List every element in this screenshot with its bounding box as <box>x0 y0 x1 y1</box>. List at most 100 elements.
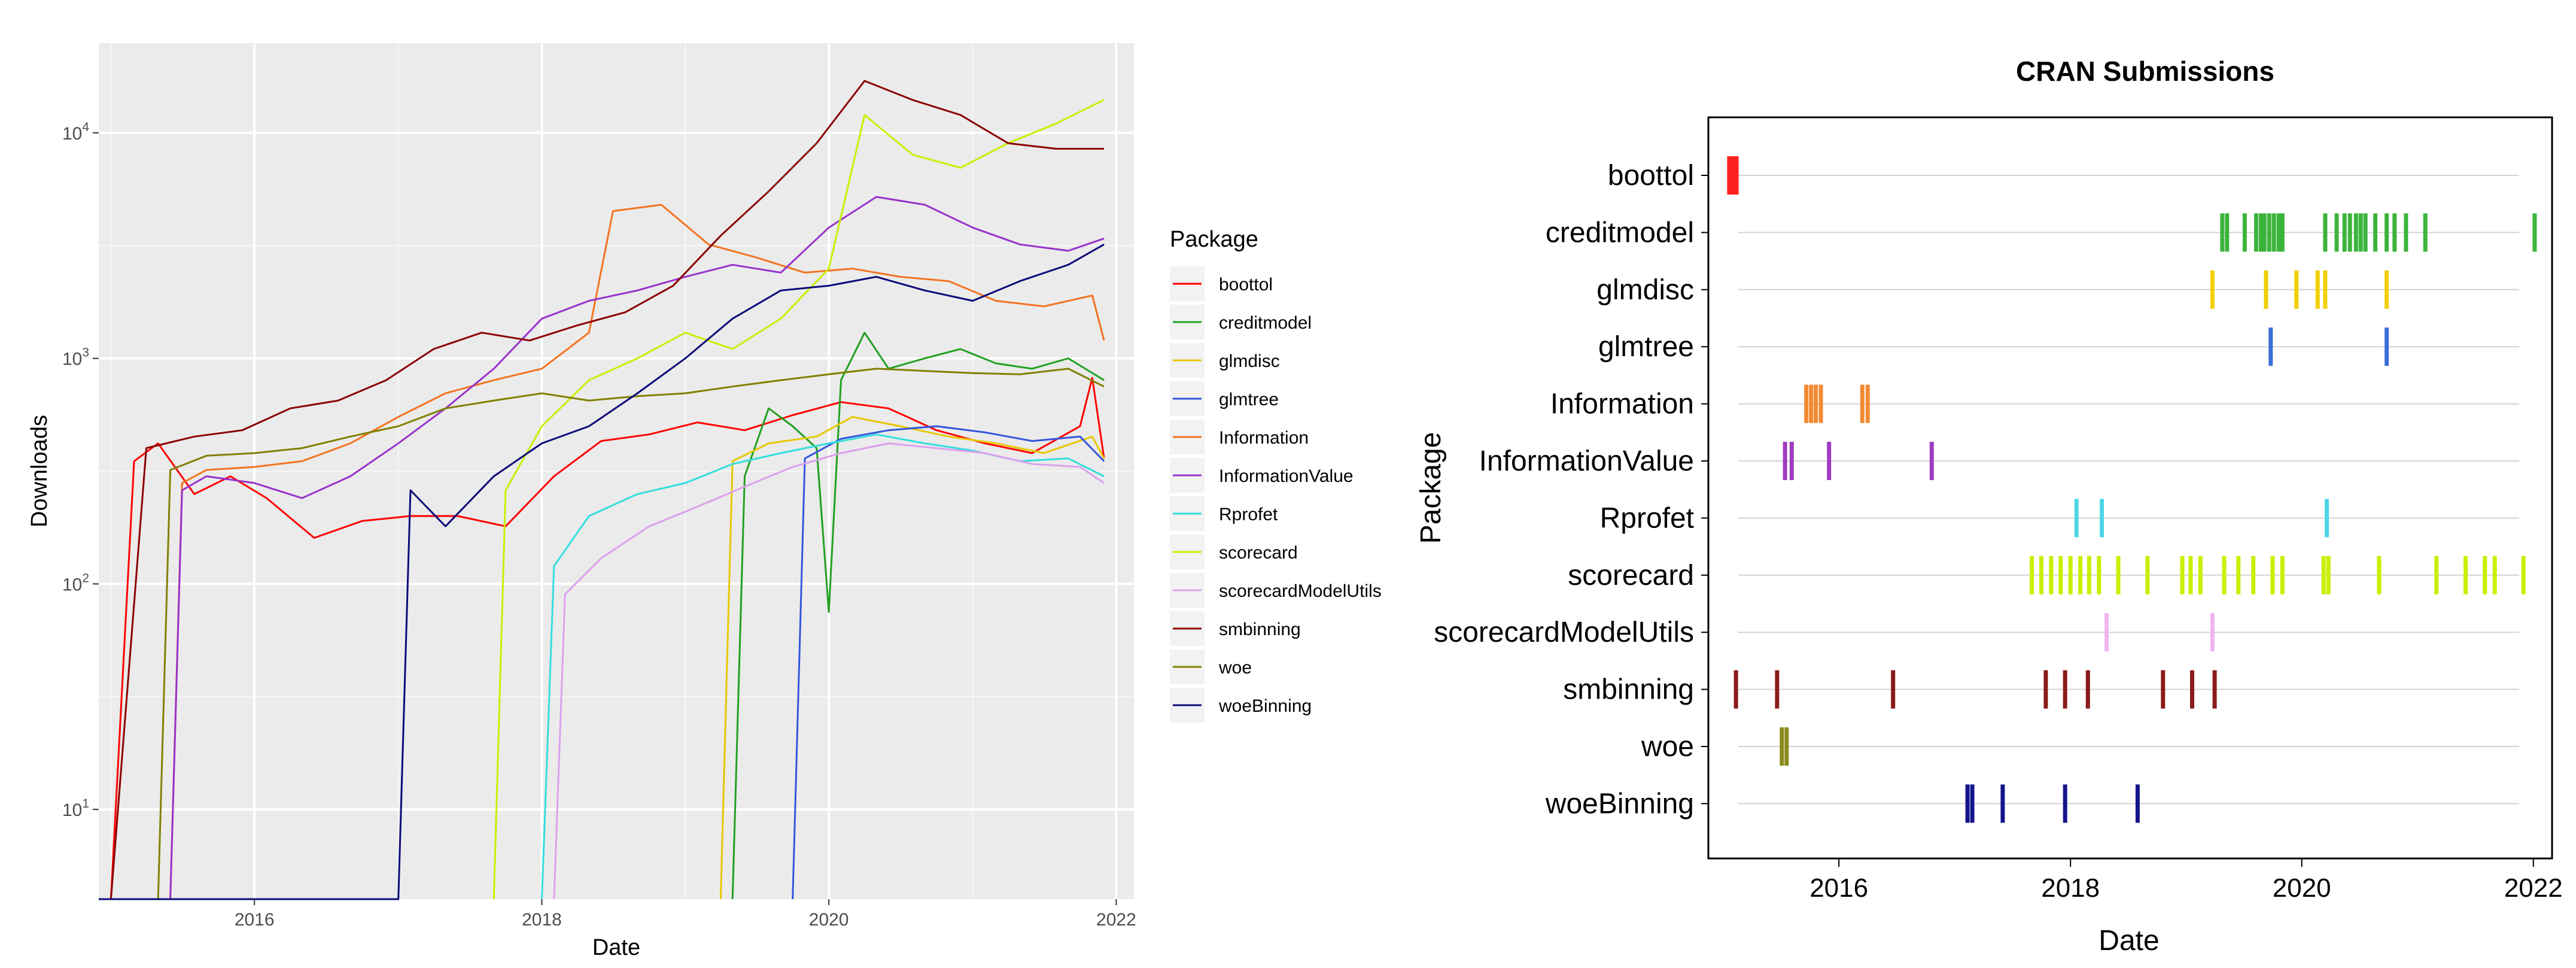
category-label-glmtree: glmtree <box>1598 331 1694 363</box>
submission-mark-scorecard <box>2434 556 2439 594</box>
submission-mark-creditmodel <box>2423 213 2428 252</box>
submission-mark-scorecard <box>2145 556 2150 594</box>
submission-mark-woe <box>1780 727 1784 766</box>
submission-mark-Information <box>1814 384 1818 423</box>
right-gridlines <box>1738 175 2519 805</box>
submission-mark-InformationValue <box>1789 442 1794 480</box>
submission-mark-InformationValue <box>1827 442 1832 480</box>
submission-mark-scorecard <box>2097 556 2101 594</box>
submission-mark-scorecard <box>2321 556 2326 594</box>
category-label-boottol: boottol <box>1608 160 1694 192</box>
legend-label: Information <box>1219 428 1309 448</box>
downloads-chart: 2016 2018 2020 2022 101 102 103 104 Date Downl… <box>27 43 1382 960</box>
submission-mark-scorecard <box>2116 556 2121 594</box>
submission-mark-scorecard <box>2180 556 2185 594</box>
series-line-InformationValue <box>169 196 1105 900</box>
submission-mark-creditmodel <box>2347 213 2352 252</box>
submission-mark-smbinning <box>1733 670 1738 709</box>
submission-mark-creditmodel <box>2342 213 2347 252</box>
submission-mark-glmdisc <box>2323 270 2328 309</box>
cran-submissions-chart: CRAN Submissions boottol creditmodel glmdi… <box>1415 56 2563 957</box>
right-chart-title: CRAN Submissions <box>2016 56 2274 87</box>
submission-mark-creditmodel <box>2271 213 2276 252</box>
legend-label: scorecardModelUtils <box>1219 581 1382 601</box>
submission-mark-scorecardModelUtils <box>2104 613 2109 652</box>
submission-mark-creditmodel <box>2363 213 2368 252</box>
legend-item-Information: Information <box>1170 420 1309 454</box>
submission-mark-creditmodel <box>2258 213 2263 252</box>
submission-mark-scorecard <box>2058 556 2063 594</box>
submission-mark-woeBinning <box>2000 784 2005 823</box>
series-line-scorecard <box>492 99 1105 900</box>
submission-mark-InformationValue <box>1783 442 1787 480</box>
left-x-tick-label: 2020 <box>809 910 849 930</box>
submission-mark-woe <box>1784 727 1789 766</box>
submission-mark-scorecard <box>2326 556 2331 594</box>
submission-mark-smbinning <box>2190 670 2194 709</box>
submission-mark-creditmodel <box>2353 213 2358 252</box>
left-series-lines <box>99 80 1105 900</box>
legend-item-InformationValue: InformationValue <box>1170 458 1354 493</box>
left-x-tick-label: 2022 <box>1096 910 1136 930</box>
right-x-tick-label: 2018 <box>2041 873 2100 903</box>
submission-mark-creditmodel <box>2404 213 2408 252</box>
submission-mark-scorecard <box>2251 556 2256 594</box>
series-line-woeBinning <box>99 243 1105 900</box>
submission-mark-creditmodel <box>2532 213 2537 252</box>
category-label-creditmodel: creditmodel <box>1546 217 1694 248</box>
legend-item-creditmodel: creditmodel <box>1170 305 1312 339</box>
legend-label: glmdisc <box>1219 351 1280 371</box>
right-panel-border <box>1707 116 2553 860</box>
legend-item-woeBinning: woeBinning <box>1170 688 1312 723</box>
left-x-tick-label: 2016 <box>235 910 275 930</box>
series-line-scorecardModelUtils <box>553 442 1105 900</box>
legend-item-smbinning: smbinning <box>1170 611 1301 646</box>
legend-item-scorecard: scorecard <box>1170 535 1298 569</box>
submission-mark-scorecard <box>2049 556 2054 594</box>
submission-mark-smbinning <box>2085 670 2090 709</box>
submission-mark-creditmodel <box>2392 213 2397 252</box>
submission-mark-smbinning <box>2212 670 2217 709</box>
submission-mark-smbinning <box>2063 670 2067 709</box>
legend-label: InformationValue <box>1219 466 1354 486</box>
submission-mark-creditmodel <box>2225 213 2230 252</box>
legend-label: Rprofet <box>1219 505 1278 524</box>
right-x-tick-label: 2022 <box>2504 873 2563 903</box>
legend-label: smbinning <box>1219 620 1301 639</box>
left-gridlines <box>99 43 1134 899</box>
legend-item-woe: woe <box>1170 650 1252 684</box>
series-line-woe <box>157 368 1105 900</box>
submission-mark-Rprofet <box>2074 499 2079 538</box>
submission-mark-scorecard <box>2030 556 2034 594</box>
legend-label: scorecard <box>1219 543 1298 563</box>
legend-item-glmtree: glmtree <box>1170 381 1279 416</box>
submission-mark-Information <box>1809 384 1814 423</box>
legend-label: woe <box>1218 658 1252 678</box>
right-x-tick-label: 2020 <box>2273 873 2331 903</box>
series-line-glmdisc <box>719 415 1105 900</box>
submission-mark-Information <box>1860 384 1865 423</box>
submission-mark-smbinning <box>1775 670 1780 709</box>
legend-title: Package <box>1170 227 1258 252</box>
submission-mark-creditmodel <box>2358 213 2363 252</box>
submission-mark-scorecard <box>2087 556 2091 594</box>
submission-mark-Information <box>1804 384 1809 423</box>
series-line-creditmodel <box>731 332 1105 900</box>
submission-mark-glmtree <box>2385 327 2389 366</box>
submission-mark-woeBinning <box>1970 784 1975 823</box>
submission-mark-creditmodel <box>2280 213 2285 252</box>
submission-mark-Information <box>1818 384 1823 423</box>
category-label-scorecard: scorecard <box>1568 560 1694 591</box>
legend-label: woeBinning <box>1218 696 1312 716</box>
submission-mark-creditmodel <box>2220 213 2225 252</box>
series-line-glmtree <box>792 425 1105 900</box>
series-line-Information <box>169 204 1105 900</box>
submission-mark-creditmodel <box>2262 213 2267 252</box>
right-x-tick-label: 2016 <box>1809 873 1868 903</box>
category-label-Rprofet: Rprofet <box>1600 502 1694 534</box>
submission-mark-InformationValue <box>1929 442 1934 480</box>
left-y-tick-label: 104 <box>62 120 89 144</box>
submission-mark-scorecard <box>2280 556 2285 594</box>
submission-mark-Information <box>1865 384 1870 423</box>
